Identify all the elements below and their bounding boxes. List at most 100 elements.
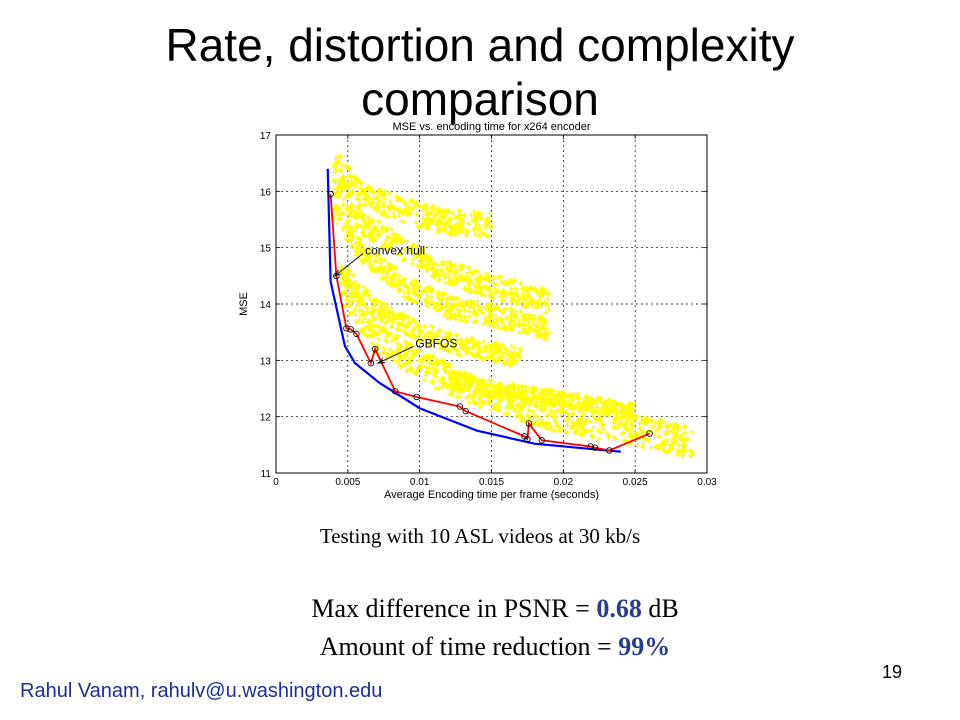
scatter-point <box>441 365 447 371</box>
scatter-point <box>648 418 654 424</box>
scatter-point <box>404 368 410 374</box>
y-tick-label: 14 <box>260 300 272 311</box>
scatter-point <box>602 399 608 405</box>
scatter-point <box>466 392 472 398</box>
scatter-point <box>515 297 521 303</box>
scatter-point <box>437 378 443 384</box>
scatter-point <box>406 341 412 347</box>
mse-vs-time-chart: convex hull GBFOS 0 0.005 0.01 0.015 0.02 0.025… <box>238 121 717 501</box>
scatter-point <box>471 319 477 325</box>
scatter-point <box>444 220 450 226</box>
scatter-point <box>676 426 682 432</box>
scatter-point <box>357 316 363 322</box>
scatter-point <box>573 430 579 436</box>
scatter-point <box>371 189 377 195</box>
scatter-point <box>382 188 388 194</box>
scatter-point <box>401 289 407 295</box>
scatter-point <box>635 442 641 448</box>
scatter-point <box>417 254 423 259</box>
scatter-point <box>676 447 682 453</box>
scatter-point <box>672 434 678 440</box>
scatter-point <box>348 281 354 287</box>
scatter-point <box>391 358 397 364</box>
scatter-point <box>517 355 523 361</box>
scatter-point <box>396 360 402 366</box>
scatter-point <box>421 337 427 343</box>
scatter-point <box>480 377 486 383</box>
scatter-point <box>477 404 483 410</box>
scatter-point <box>358 307 364 313</box>
scatter-point <box>374 300 380 306</box>
gbfos-point <box>343 325 350 332</box>
scatter-point <box>422 323 428 329</box>
scatter-point <box>345 218 351 224</box>
scatter-point <box>332 164 338 170</box>
scatter-point <box>367 262 373 268</box>
scatter-point <box>545 330 551 336</box>
scatter-point <box>440 209 446 215</box>
scatter-point <box>472 400 478 406</box>
scatter-point <box>420 288 426 294</box>
scatter-point <box>678 436 684 442</box>
scatter-point <box>448 311 454 317</box>
scatter-point <box>379 224 385 230</box>
scatter-point <box>436 289 442 295</box>
scatter-point <box>516 390 522 396</box>
scatter-point <box>512 408 518 414</box>
scatter-point <box>524 285 530 291</box>
scatter-point <box>387 204 393 210</box>
scatter-point <box>440 259 446 265</box>
scatter-point <box>368 310 374 316</box>
scatter-point <box>571 423 577 429</box>
scatter-point <box>447 370 453 376</box>
x-tick-label: 0 <box>273 477 279 488</box>
scatter-point <box>469 377 475 383</box>
scatter-point <box>534 303 540 309</box>
scatter-point <box>373 203 379 209</box>
x-tick-label: 0.03 <box>697 477 717 488</box>
scatter-point <box>514 352 520 358</box>
scatter-point <box>501 308 507 314</box>
scatter-point <box>594 404 600 410</box>
scatter-point <box>475 380 481 386</box>
scatter-point <box>485 389 491 395</box>
slide-title: Rate, distortion and complexity comparis… <box>165 19 795 125</box>
scatter-point <box>589 432 595 438</box>
scatter-point <box>366 245 372 251</box>
scatter-point <box>505 383 511 389</box>
scatter-point <box>473 268 479 274</box>
scatter-point <box>539 285 545 291</box>
scatter-point <box>404 238 410 244</box>
gbfos-point <box>367 359 375 367</box>
scatter-point <box>465 269 471 275</box>
scatter-point <box>566 415 572 421</box>
scatter-point <box>509 326 515 332</box>
scatter-point <box>513 314 519 320</box>
scatter-point <box>454 337 460 343</box>
scatter-point <box>448 331 454 337</box>
scatter-point <box>497 398 503 404</box>
scatter-point <box>423 204 429 210</box>
scatter-point <box>623 419 629 425</box>
scatter-point <box>482 344 488 350</box>
scatter-point <box>413 279 419 285</box>
gbfos-point <box>347 326 354 333</box>
scatter-point <box>339 162 345 168</box>
scatter-point <box>332 203 338 209</box>
scatter-point <box>451 346 457 352</box>
scatter-point <box>400 219 406 225</box>
psnr-stat-value: 0.68 <box>596 594 642 623</box>
scatter-point <box>442 213 448 219</box>
scatter-point <box>447 261 453 267</box>
scatter-point <box>439 375 445 381</box>
scatter-point <box>495 322 501 328</box>
scatter-point <box>479 310 485 316</box>
scatter-point <box>342 282 348 288</box>
scatter-point <box>455 351 461 357</box>
scatter-point <box>461 373 467 379</box>
scatter-point <box>494 288 500 294</box>
scatter-point <box>353 318 359 324</box>
scatter-point <box>345 269 351 275</box>
scatter-point <box>387 198 393 204</box>
scatter-point <box>455 229 461 235</box>
